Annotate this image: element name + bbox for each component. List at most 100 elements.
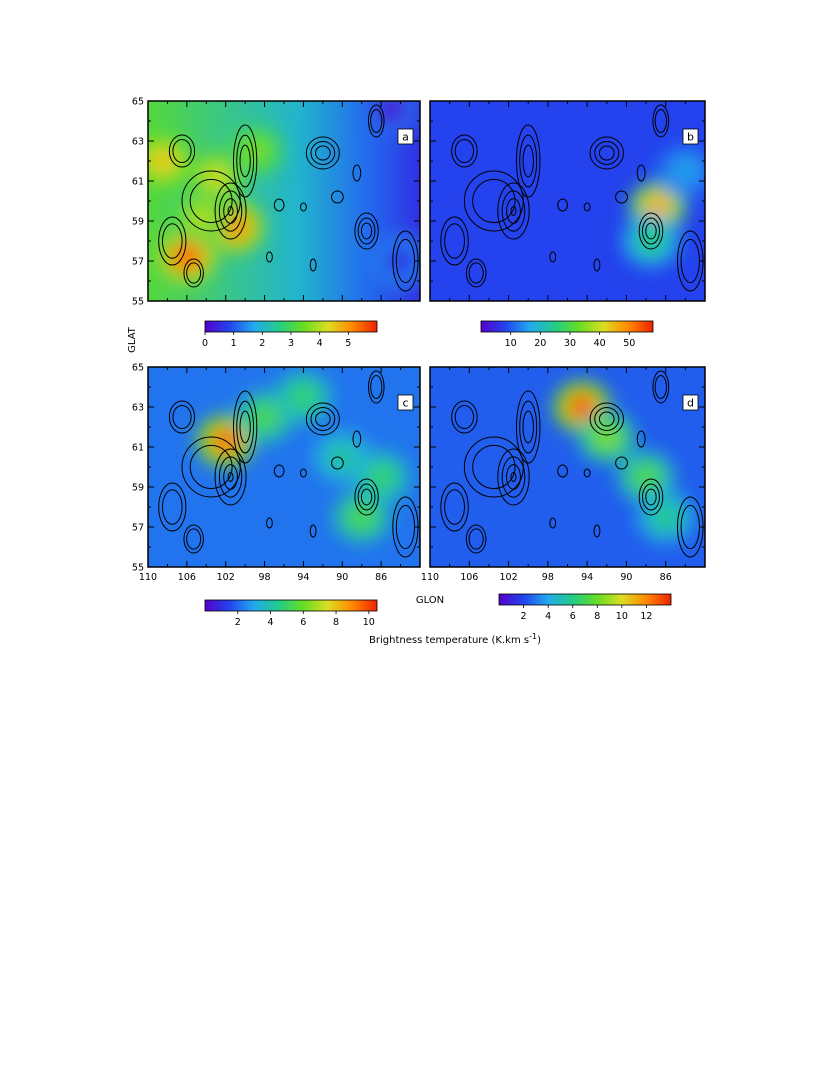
colorbar-c-scale [204, 599, 378, 612]
contour-line [236, 134, 255, 188]
contour-line [645, 222, 657, 240]
panel-b-label: b [687, 131, 694, 144]
contour-line [451, 134, 478, 168]
contour-line [598, 145, 615, 161]
panel-d-contours [440, 370, 704, 558]
panel-c-contours [158, 370, 419, 558]
panel-b-hotspot-1-layer-2 [641, 232, 661, 250]
contour-line [440, 216, 469, 266]
contour-line [315, 145, 331, 161]
contour-line [463, 170, 524, 232]
panel-d-ticks: 110 106 102 98 94 90 86 [421, 366, 705, 583]
contour-line [522, 144, 534, 178]
panel-b-hotspot-2-layer-2 [675, 162, 696, 180]
y-tick-label: 65 [132, 363, 144, 374]
contour-line [189, 178, 233, 224]
contour-line [181, 170, 241, 232]
contour-line [172, 404, 192, 430]
contour-line [463, 436, 524, 498]
panel-b-ticks [429, 100, 705, 302]
contour-line [654, 374, 667, 400]
panel-d-emission [553, 381, 695, 543]
colorbar-tick-label: 6 [570, 611, 576, 622]
x-tick-label: 94 [581, 572, 593, 583]
y-tick-label: 59 [132, 217, 144, 228]
panel-d-label: d [687, 397, 694, 410]
panel-a-hotspot-4-layer-2 [191, 208, 212, 226]
x-tick-label: 102 [217, 572, 235, 583]
colorbar-tick-label: 4 [268, 617, 274, 628]
contour-line [638, 478, 664, 516]
colorbar-tick-label: 12 [640, 611, 652, 622]
contour-line [232, 124, 258, 198]
contour-line [218, 456, 243, 498]
contour-line [186, 528, 202, 550]
x-tick-label: 90 [336, 572, 348, 583]
y-tick-label: 65 [132, 97, 144, 108]
y-tick-label: 57 [132, 257, 144, 268]
contour-line [239, 410, 251, 444]
panel-c-ticks: 55 57 59 61 63 65 110 106 102 98 94 90 86 [132, 363, 420, 583]
panel-a-hotspot-7-layer-2 [390, 252, 411, 270]
contour-line [641, 217, 660, 245]
x-tick-label: 86 [660, 572, 672, 583]
contour-line [593, 524, 601, 538]
contour-line [181, 436, 241, 498]
contour-line [594, 140, 620, 166]
contour-line [168, 400, 196, 434]
panel-c: 55 57 59 61 63 65 110 106 102 98 94 90 86 c [132, 363, 421, 583]
y-axis-title: GLAT [127, 326, 138, 353]
panel-a-map [148, 101, 420, 301]
panel-b-map [430, 101, 705, 301]
contour-line [583, 468, 591, 478]
contour-line [158, 216, 187, 266]
contour-line [465, 524, 487, 554]
panel-a-hotspot-2-layer-2 [176, 248, 197, 266]
colorbar-tick-label: 10 [616, 611, 628, 622]
panel-c-hotspot-3-layer-2 [351, 508, 372, 526]
colorbar-tick-label: 4 [545, 611, 551, 622]
contour-line [161, 489, 183, 525]
colorbar-tick-label: 5 [345, 338, 351, 349]
contour-line [519, 134, 538, 188]
x-tick-label: 110 [421, 572, 439, 583]
contour-line [615, 190, 628, 204]
contour-line [454, 404, 475, 430]
contour-line [615, 456, 628, 470]
contour-line [309, 258, 317, 272]
contour-line [273, 464, 285, 478]
colorbar-a: 0 1 2 3 4 5 [202, 320, 378, 349]
contour-line [352, 164, 362, 182]
x-tick-label: 110 [139, 572, 157, 583]
contour-line [497, 182, 530, 240]
panel-b-label-box [682, 128, 699, 145]
contour-line [218, 190, 243, 232]
contour-line [557, 464, 569, 478]
colorbar-a-scale [204, 320, 378, 333]
contour-line [522, 410, 534, 444]
panel-a: 55 57 59 61 63 65 a [132, 97, 421, 308]
panel-c-hotspot-4-layer-2 [371, 468, 392, 486]
contour-line [310, 406, 336, 432]
colorbar-b: 10 20 30 40 50 [480, 320, 654, 349]
panel-b-contours [440, 104, 704, 292]
contour-line [370, 108, 383, 134]
y-tick-label: 59 [132, 483, 144, 494]
contour-line [501, 456, 526, 498]
colorbar-tick-label: 40 [594, 338, 606, 349]
colorbar-tick-label: 0 [202, 338, 208, 349]
contour-line [654, 108, 667, 134]
panel-b-hotspot-0-layer-2 [647, 198, 668, 216]
panel-d: 110 106 102 98 94 90 86 d [421, 366, 706, 583]
contour-line [368, 370, 385, 404]
panel-b-emission [622, 145, 705, 267]
colorbar-label-close: ) [537, 635, 541, 646]
contour-line [227, 472, 234, 482]
contour-line [227, 206, 234, 216]
contour-line [352, 430, 362, 448]
contour-line [515, 390, 541, 464]
contour-line [232, 390, 258, 464]
contour-line [360, 222, 373, 240]
colorbar-tick-label: 30 [564, 338, 576, 349]
contour-line [594, 406, 620, 432]
